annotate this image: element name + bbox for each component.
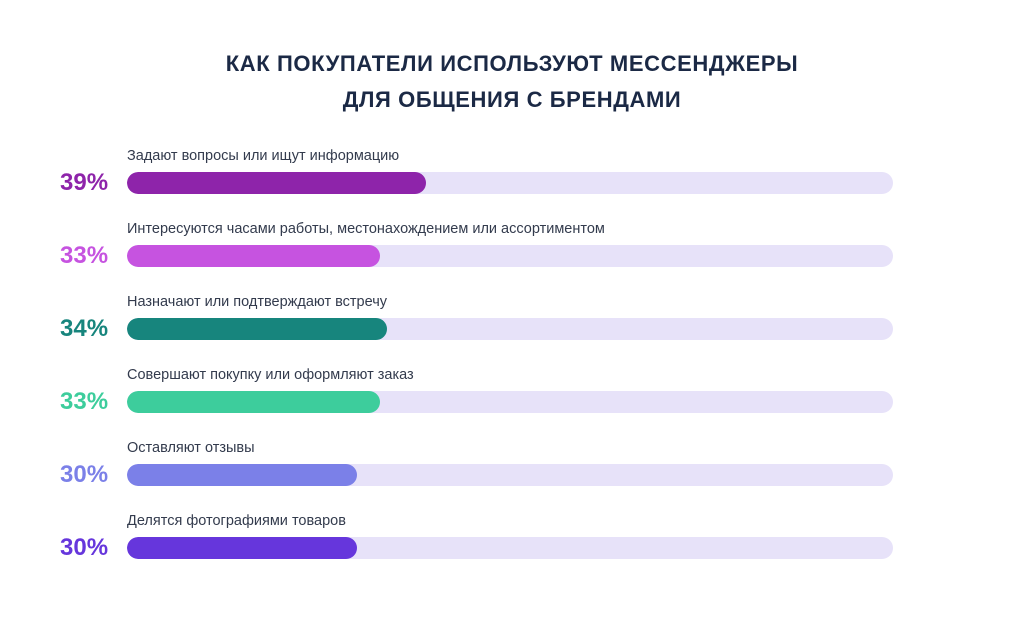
chart-row: 30% Делятся фотографиями товаров — [60, 513, 893, 561]
bar-value-label: 30% — [60, 461, 109, 488]
bar-category-label: Назначают или подтверждают встречу — [127, 294, 388, 310]
chart-row: 34% Назначают или подтверждают встречу — [60, 294, 893, 342]
bar-fill — [127, 391, 380, 413]
bar-category-label: Оставляют отзывы — [127, 440, 255, 456]
bar-track — [127, 391, 893, 413]
bar-track — [127, 318, 893, 340]
bar-track — [127, 245, 893, 267]
bar-area: Интересуются часами работы, местонахожде… — [127, 221, 893, 267]
chart-row: 30% Оставляют отзывы — [60, 440, 893, 488]
bar-track — [127, 172, 893, 194]
chart-title: КАК ПОКУПАТЕЛИ ИСПОЛЬЗУЮТ МЕССЕНДЖЕРЫ ДЛ… — [0, 0, 1024, 118]
bar-value-label: 33% — [60, 388, 109, 415]
bar-area: Задают вопросы или ищут информацию — [127, 148, 893, 194]
bar-category-label: Задают вопросы или ищут информацию — [127, 148, 400, 164]
bar-track — [127, 464, 893, 486]
bar-category-label: Интересуются часами работы, местонахожде… — [127, 221, 605, 237]
bar-fill — [127, 245, 380, 267]
bar-track — [127, 537, 893, 559]
bar-area: Назначают или подтверждают встречу — [127, 294, 893, 340]
bar-fill — [127, 537, 357, 559]
bar-fill — [127, 464, 357, 486]
bar-value-label: 39% — [60, 169, 109, 196]
bar-value-label: 33% — [60, 242, 109, 269]
chart-title-line2: ДЛЯ ОБЩЕНИЯ С БРЕНДАМИ — [342, 87, 682, 112]
chart-row: 33% Совершают покупку или оформляют зака… — [60, 367, 893, 415]
bar-value-label: 30% — [60, 534, 109, 561]
bar-fill — [127, 172, 426, 194]
bar-area: Делятся фотографиями товаров — [127, 513, 893, 559]
bar-area: Совершают покупку или оформляют заказ — [127, 367, 893, 413]
chart-row: 33% Интересуются часами работы, местонах… — [60, 221, 893, 269]
bar-fill — [127, 318, 388, 340]
bar-value-label: 34% — [60, 315, 109, 342]
chart-title-line1: КАК ПОКУПАТЕЛИ ИСПОЛЬЗУЮТ МЕССЕНДЖЕРЫ — [225, 51, 799, 76]
bar-chart: 39% Задают вопросы или ищут информацию 3… — [0, 148, 1024, 561]
bar-area: Оставляют отзывы — [127, 440, 893, 486]
bar-category-label: Совершают покупку или оформляют заказ — [127, 367, 414, 383]
bar-category-label: Делятся фотографиями товаров — [127, 513, 346, 529]
chart-row: 39% Задают вопросы или ищут информацию — [60, 148, 893, 196]
